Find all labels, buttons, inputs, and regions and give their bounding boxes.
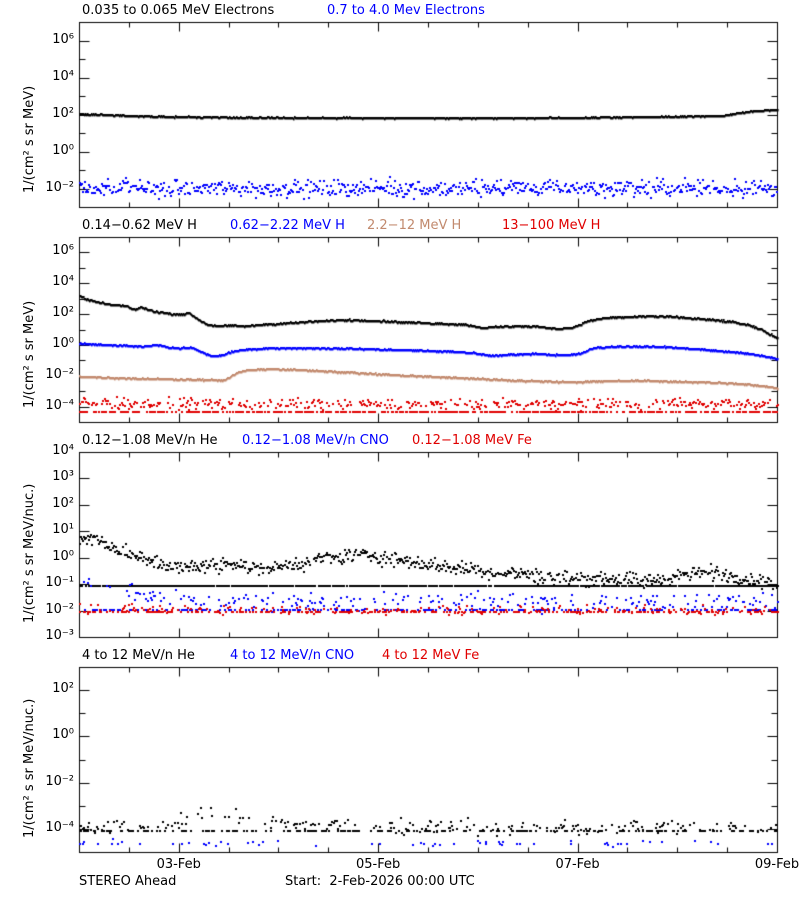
plot-canvas xyxy=(0,0,800,900)
stereo-particle-plot-figure: 0.035 to 0.065 MeV Electrons 0.7 to 4.0 M… xyxy=(0,0,800,900)
